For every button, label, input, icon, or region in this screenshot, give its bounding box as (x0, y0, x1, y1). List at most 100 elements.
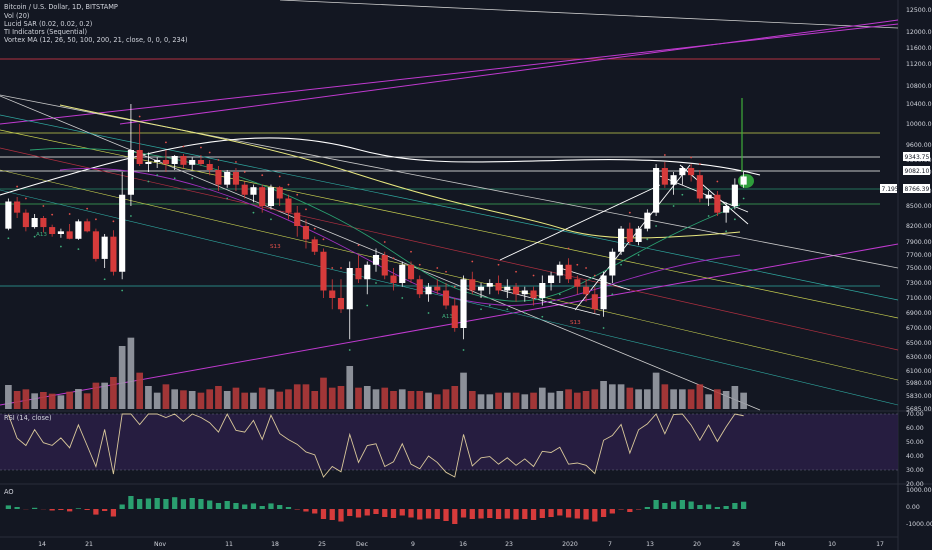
volume-bar (398, 389, 406, 409)
ao-bar (670, 501, 677, 509)
price-label-text: 9343.75 (905, 154, 930, 161)
rsi-pane (7, 413, 744, 478)
sar-dot (375, 282, 377, 284)
ao-bar (723, 506, 729, 509)
sar-dot (95, 218, 97, 221)
ao-bar (14, 507, 20, 509)
candle-body (267, 187, 275, 206)
rsi-axis[interactable]: 70.00 60.00 50.00 40.00 30.00 20.00 (906, 411, 924, 488)
sequential-label: A13 (36, 232, 47, 238)
volume-bar (355, 387, 362, 409)
candle-body (84, 221, 91, 232)
header-legend: Bitcoin / U.S. Dollar, 1D, BITSTAMP Vol … (3, 3, 188, 44)
price-tick-label: 5685.00 (906, 406, 932, 413)
candle-body (451, 305, 458, 328)
volume-bar (5, 385, 12, 409)
volume-bar (530, 392, 537, 409)
sar-dot (707, 215, 710, 217)
volume-bar (416, 391, 424, 409)
volume-bar (538, 387, 546, 409)
candle-body (512, 286, 520, 295)
price-tick-label: 12000.00 (906, 29, 932, 36)
volume-bar (215, 386, 222, 409)
sar-dot (655, 225, 657, 227)
candle-body (180, 156, 187, 165)
candle-body (276, 187, 283, 199)
volume-bar (223, 391, 231, 409)
ao-bar (154, 498, 160, 509)
channel-magenta-top (0, 23, 899, 125)
ao-bar (425, 509, 432, 519)
candle-body (346, 268, 353, 310)
candle-body (101, 236, 108, 259)
sar-dot (523, 312, 526, 314)
candle-body (75, 221, 82, 239)
sar-dot (410, 250, 412, 253)
ao-bar (180, 499, 187, 509)
candle-body (495, 283, 502, 291)
candle-body (302, 226, 310, 240)
volume-bar (75, 389, 82, 409)
candle-body (5, 201, 12, 229)
ao-bar (740, 501, 747, 509)
candle-body (696, 175, 703, 199)
candle-body (364, 264, 371, 280)
ao-bar (163, 499, 169, 509)
time-tick-label: 18 (271, 541, 279, 548)
candle-body (591, 294, 598, 310)
volume-bar (617, 384, 625, 409)
candle-body (609, 251, 616, 276)
volume-bar (626, 387, 634, 409)
ao-bar (417, 509, 423, 520)
ao-bar (102, 509, 108, 511)
sar-dot (103, 278, 106, 281)
volume-bar (600, 381, 607, 409)
volume-bar (293, 384, 301, 409)
price-tick-label: 7700.00 (906, 252, 932, 259)
volume-bar (250, 392, 257, 409)
volume-bar (92, 382, 100, 409)
price-label-box: 8766.39 (903, 184, 930, 193)
time-tick-label: 10 (828, 541, 836, 548)
time-tick-label: 11 (225, 541, 233, 548)
candle-body (136, 150, 143, 164)
sar-dot (506, 308, 509, 311)
volume-bar (381, 387, 389, 409)
time-axis[interactable]: 14 21 Nov 11 18 25 Dec 9 16 23 2020 7 13 20 26 Feb 10 17 (38, 541, 884, 548)
candle-body (355, 268, 362, 280)
volume-bar (276, 391, 284, 409)
ao-bar (627, 509, 633, 512)
volume-bar (652, 372, 660, 409)
ao-axis[interactable]: 1000.00 0.00 -1000.00 (906, 487, 932, 528)
volume-bar (705, 394, 712, 409)
volume-bar (670, 389, 677, 409)
volume-bar (136, 372, 143, 409)
volume-bar (232, 387, 240, 409)
sar-dot (418, 263, 421, 266)
ao-bar (5, 505, 12, 509)
volume-bar (591, 389, 599, 409)
down-channel-red (0, 147, 899, 351)
ao-bar (242, 504, 248, 509)
candle-body (154, 160, 161, 162)
sar-dot (725, 230, 728, 233)
ao-bar (189, 498, 195, 509)
sar-dot (278, 175, 281, 178)
price-axis[interactable]: 12500.00 12000.00 11600.00 11200.00 10800.00… (906, 7, 932, 413)
candle-body (539, 283, 546, 298)
sar-dot (313, 227, 316, 230)
volume-bar (372, 389, 380, 409)
sar-dot (226, 197, 229, 200)
sar-dot (270, 218, 272, 221)
volume-bar (206, 389, 214, 409)
candle-body (162, 160, 169, 164)
time-tick-label: 23 (505, 541, 513, 548)
ao-bar (320, 509, 327, 519)
candle-body (31, 218, 38, 228)
volume-bar (512, 392, 520, 409)
time-tick-label: 20 (693, 541, 701, 548)
candle-body (399, 264, 406, 283)
volume-bar (565, 389, 572, 409)
ao-tick-label: 1000.00 (906, 487, 932, 494)
rsi-tick-label: 60.00 (906, 425, 924, 432)
